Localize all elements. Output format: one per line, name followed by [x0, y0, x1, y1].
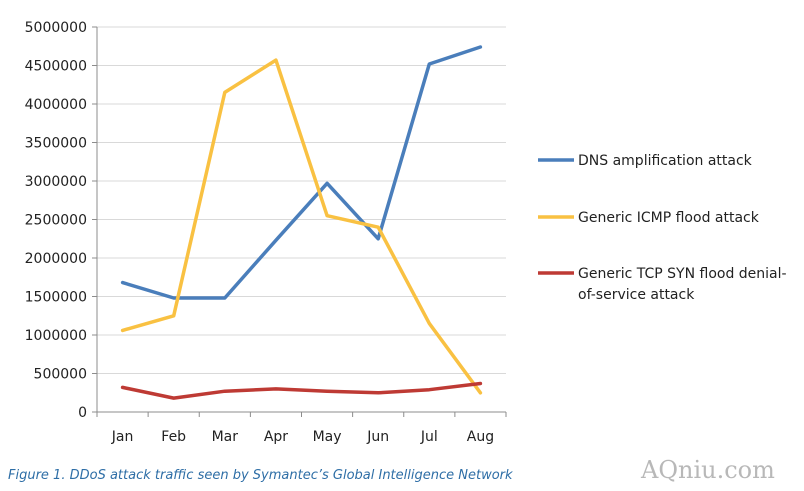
y-tick-label: 3000000 [25, 174, 87, 190]
y-tick-label: 5000000 [25, 20, 87, 36]
x-tick-label: Mar [212, 429, 239, 445]
y-axis-tick-labels: 0 500000 1000000 1500000 2000000 2500000 30000… [25, 20, 87, 421]
y-tick-label: 2500000 [25, 213, 87, 229]
x-tick-label: May [313, 429, 342, 445]
axes [92, 26, 507, 417]
y-tick-label: 4000000 [25, 97, 87, 113]
y-tick-label: 1500000 [25, 290, 87, 306]
y-tick-label: 500000 [34, 367, 87, 383]
legend-label: DNS amplification attack [578, 153, 753, 169]
x-tick-label: Jul [420, 429, 438, 445]
y-tick-label: 1000000 [25, 328, 87, 344]
legend-label: Generic TCP SYN flood denial- [578, 266, 787, 282]
x-tick-label: Apr [264, 429, 288, 445]
y-tick-label: 0 [78, 405, 87, 421]
series-line-3 [120, 381, 483, 400]
series-line-1 [120, 45, 483, 300]
legend-label: Generic ICMP flood attack [578, 210, 760, 226]
series-lines [120, 45, 483, 400]
legend-label: of-service attack [578, 287, 695, 303]
legend: DNS amplification attack Generic ICMP flo… [538, 153, 787, 303]
series-line-2 [120, 58, 483, 395]
y-tick-label: 2000000 [25, 251, 87, 267]
y-tick-label: 3500000 [25, 136, 87, 152]
figure-caption: Figure 1. DDoS attack traffic seen by Sy… [8, 468, 513, 483]
x-tick-label: Jun [366, 429, 389, 445]
x-tick-label: Jan [111, 429, 134, 445]
x-axis-tick-labels: Jan Feb Mar Apr May Jun Jul Aug [111, 429, 494, 445]
watermark-logo: AQniu.com [641, 456, 775, 484]
x-tick-label: Feb [161, 429, 186, 445]
x-tick-label: Aug [467, 429, 494, 445]
y-tick-label: 4500000 [25, 59, 87, 75]
